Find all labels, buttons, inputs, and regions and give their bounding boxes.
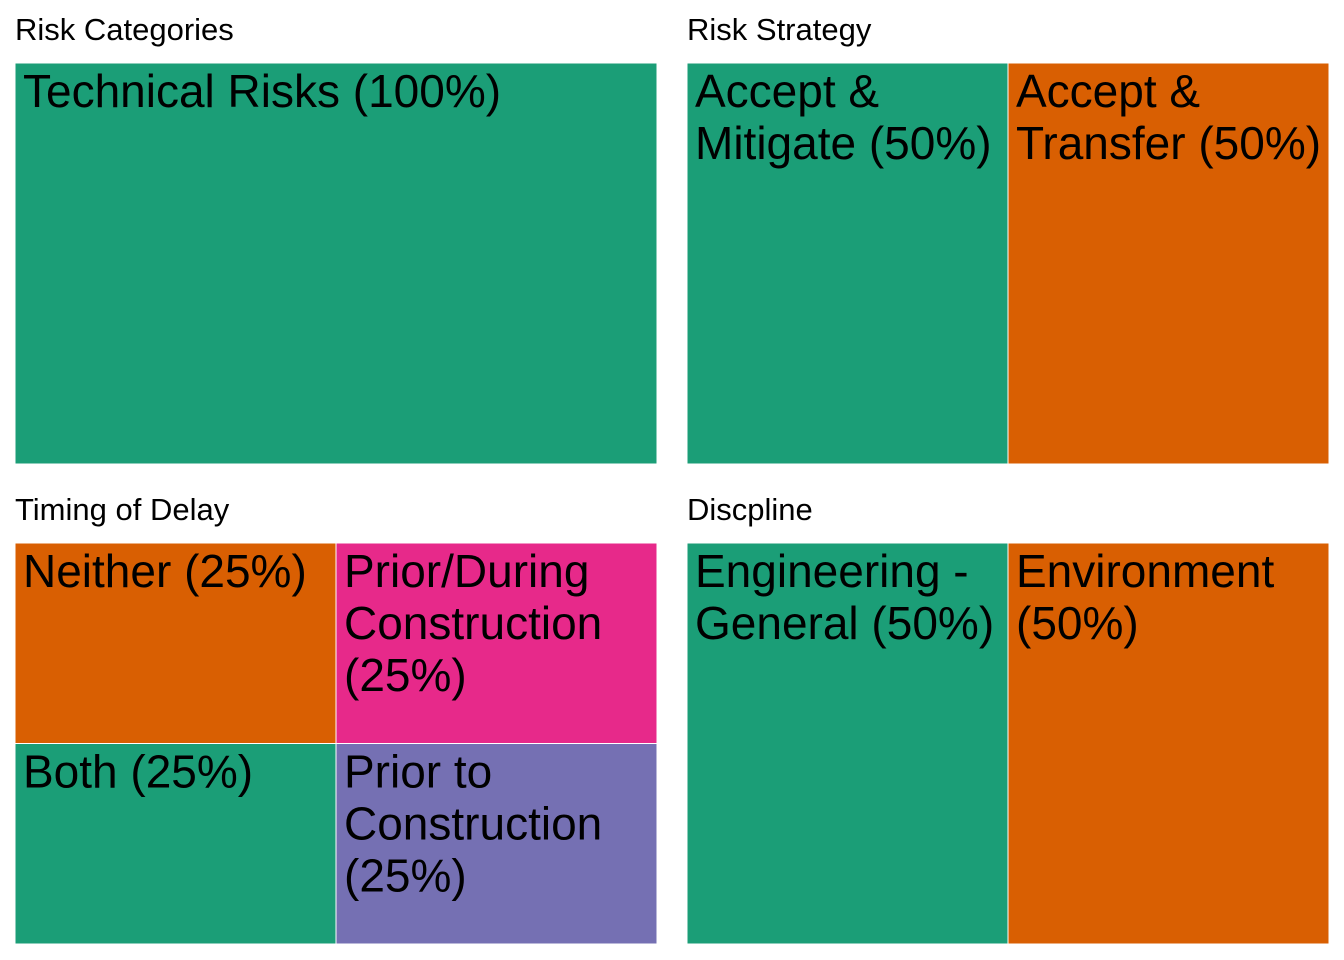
panel-title-discipline: Discpline (687, 492, 813, 527)
tile-label-accept-and-transfer: Accept & Transfer (50%) (1016, 65, 1321, 169)
tile-label-technical-risks: Technical Risks (100%) (23, 65, 501, 117)
tile-accept-and-mitigate (686, 62, 1009, 465)
panel-title-timing-of-delay: Timing of Delay (15, 492, 230, 527)
tile-label-prior-during-construction: Prior/During Construction (25%) (344, 545, 602, 701)
tile-label-neither: Neither (25%) (23, 545, 307, 597)
tile-engineering-general (686, 542, 1009, 945)
tile-label-prior-to-construction: Prior to Construction (25%) (344, 746, 602, 902)
panel-risk-strategy: Risk Strategy Accept & Mitigate (50%)Acce… (686, 12, 1330, 465)
tile-label-engineering-general: Engineering -General (50%) (695, 545, 994, 649)
tile-environment (1007, 542, 1330, 945)
panel-timing-of-delay: Timing of Delay Neither (25%) Both (25%) P… (14, 492, 658, 945)
tile-prior-during-construction (335, 542, 658, 744)
tile-neither (14, 542, 337, 744)
tile-both (14, 743, 337, 945)
panel-title-risk-categories: Risk Categories (15, 12, 234, 47)
tile-technical-risks (14, 62, 658, 465)
panel-title-risk-strategy: Risk Strategy (687, 12, 872, 47)
tile-label-both: Both (25%) (23, 746, 253, 798)
panel-discipline: Discpline Engineering -General (50%)Envi… (686, 492, 1330, 945)
tile-accept-and-transfer (1007, 62, 1330, 465)
panel-risk-categories: Risk Categories Technical Risks (100%) (14, 12, 658, 465)
tile-label-accept-and-mitigate: Accept & Mitigate (50%) (695, 65, 992, 169)
tile-prior-to-construction (335, 743, 658, 945)
tile-label-environment: Environment (50%) (1016, 545, 1274, 649)
